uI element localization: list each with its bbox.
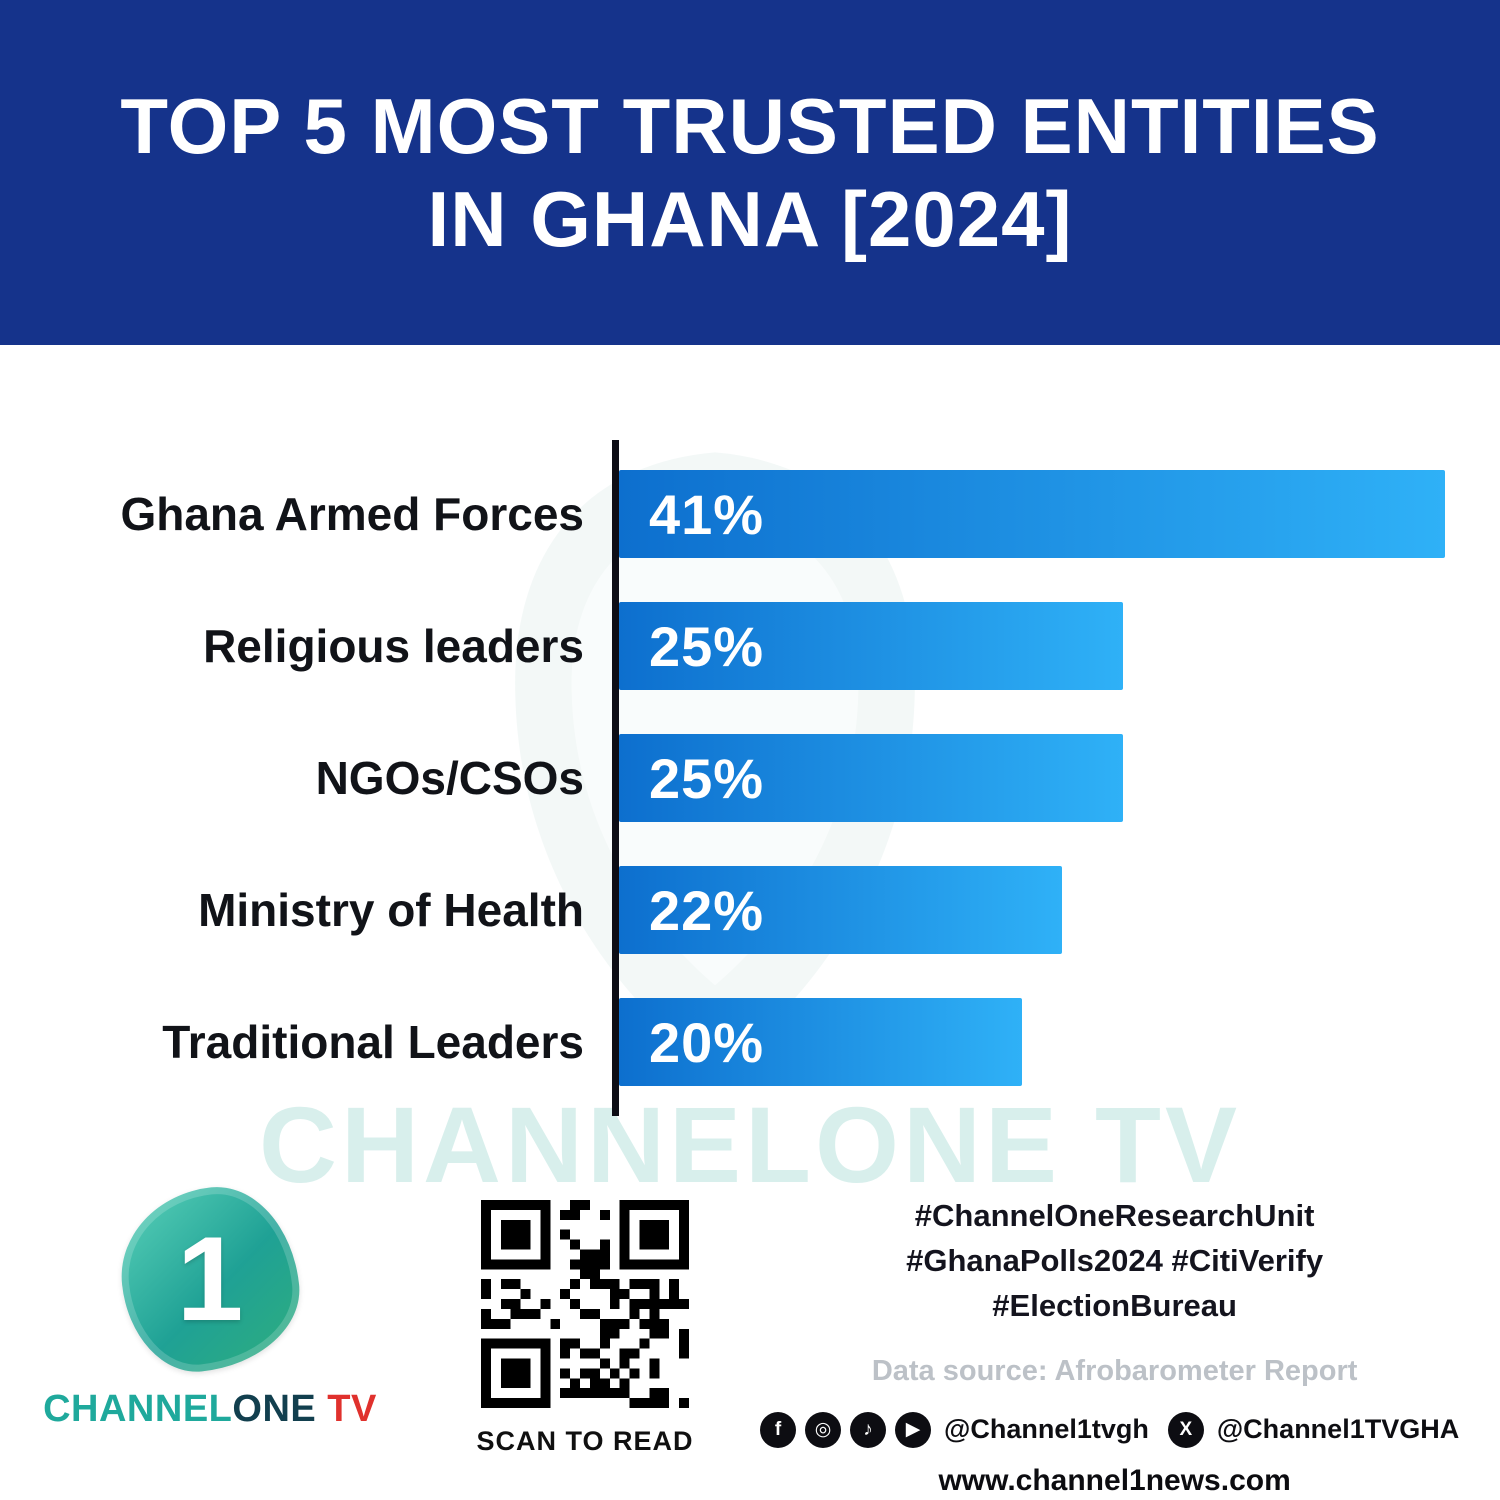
category-label: Ministry of Health xyxy=(198,884,584,936)
logo-digit: 1 xyxy=(176,1212,244,1346)
youtube-icon: ▶ xyxy=(895,1411,931,1448)
chart-row: Traditional Leaders 20% xyxy=(0,976,1445,1108)
instagram-icon: ◎ xyxy=(805,1411,841,1448)
chart-rows: Ghana Armed Forces 41% Religious leaders 25… xyxy=(0,440,1445,1116)
bar-track: 22% xyxy=(612,866,1445,954)
social-handle-2: @Channel1TVGHA xyxy=(1216,1414,1460,1445)
bar: 22% xyxy=(619,866,1063,954)
logo-icon: 1 xyxy=(112,1179,308,1379)
category-label: Ghana Armed Forces xyxy=(120,488,584,540)
logo-word-tv: TV xyxy=(316,1388,377,1430)
category-label: Traditional Leaders xyxy=(162,1016,584,1068)
bar: 25% xyxy=(619,602,1123,690)
tiktok-icon: ♪ xyxy=(850,1411,886,1448)
bar-track: 25% xyxy=(612,602,1445,690)
social-row: f ◎ ♪ ▶ @Channel1tvgh X @Channel1TVGHA xyxy=(760,1411,1469,1448)
logo-word-one: ONE xyxy=(232,1388,317,1430)
hashtag-line-3: #ElectionBureau xyxy=(992,1287,1237,1323)
chart-row: NGOs/CSOs 25% xyxy=(0,712,1445,844)
qr-code xyxy=(481,1200,689,1408)
chart-row: Ghana Armed Forces 41% xyxy=(0,448,1445,580)
category-label: NGOs/CSOs xyxy=(315,752,584,804)
footer-info: #ChannelOneResearchUnit #GhanaPolls2024 … xyxy=(750,1180,1500,1498)
value-label: 22% xyxy=(649,878,765,942)
footer: 1 CHANNELONE TV SCAN TO READ #ChannelOne… xyxy=(0,1179,1500,1500)
value-label: 25% xyxy=(649,614,765,678)
category-label: Religious leaders xyxy=(203,620,584,672)
channel-one-logo: 1 CHANNELONE TV xyxy=(0,1179,420,1431)
data-source: Data source: Afrobarometer Report xyxy=(871,1354,1358,1387)
qr-caption: SCAN TO READ xyxy=(476,1426,694,1456)
social-handle-1: @Channel1tvgh xyxy=(944,1414,1149,1445)
value-label: 41% xyxy=(649,482,765,546)
x-icon: X xyxy=(1167,1411,1204,1448)
bar-track: 20% xyxy=(612,998,1445,1086)
chart-row: Religious leaders 25% xyxy=(0,580,1445,712)
title-banner: TOP 5 MOST TRUSTED ENTITIES IN GHANA [20… xyxy=(0,0,1500,345)
value-label: 20% xyxy=(649,1010,765,1074)
bar-track: 41% xyxy=(612,470,1445,558)
logo-wordmark: CHANNELONE TV xyxy=(43,1388,377,1431)
logo-word-channel: CHANNEL xyxy=(43,1388,233,1430)
hashtag-line-1: #ChannelOneResearchUnit xyxy=(914,1198,1315,1233)
bar-track: 25% xyxy=(612,734,1445,822)
bar-chart: Ghana Armed Forces 41% Religious leaders 25… xyxy=(0,440,1445,1116)
bar: 25% xyxy=(619,734,1123,822)
bar: 20% xyxy=(619,998,1022,1086)
page-title: TOP 5 MOST TRUSTED ENTITIES IN GHANA [20… xyxy=(120,82,1380,263)
website-url: www.channel1news.com xyxy=(938,1463,1291,1497)
hashtag-line-2: #GhanaPolls2024 #CitiVerify xyxy=(906,1242,1324,1278)
value-label: 25% xyxy=(649,746,765,810)
qr-block: SCAN TO READ xyxy=(420,1180,750,1457)
chart-row: Ministry of Health 22% xyxy=(0,844,1445,976)
bar: 41% xyxy=(619,470,1445,558)
facebook-icon: f xyxy=(760,1411,796,1448)
